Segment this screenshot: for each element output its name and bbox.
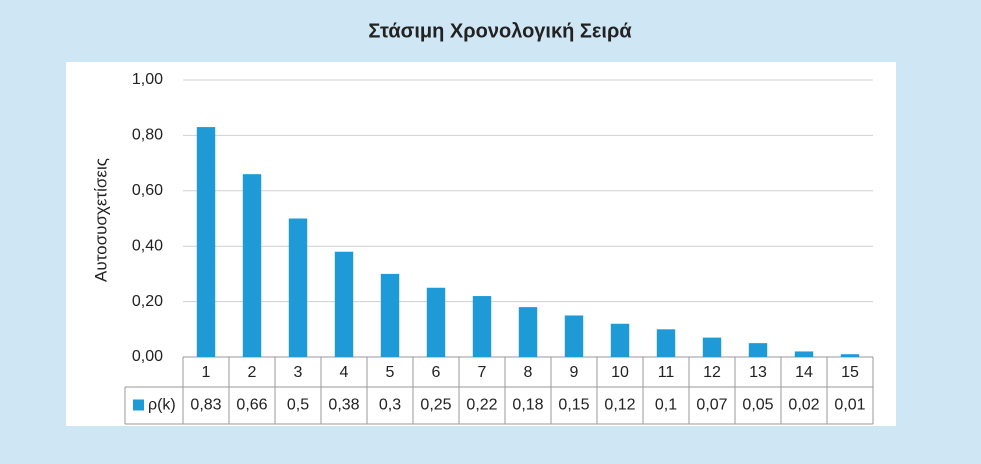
bar (242, 174, 262, 357)
data-table-value: 0,38 (328, 397, 359, 414)
x-tick-label: 14 (795, 364, 813, 381)
data-table-value: 0,15 (558, 397, 589, 414)
bar (748, 343, 768, 357)
bar (288, 218, 308, 357)
x-tick-label: 9 (570, 364, 579, 381)
legend-key (133, 399, 144, 411)
bar (564, 315, 584, 357)
x-tick-label: 7 (478, 364, 487, 381)
bar (472, 296, 492, 357)
x-tick-label: 5 (386, 364, 395, 381)
bar (380, 273, 400, 357)
y-tick-label: 0,00 (132, 348, 163, 365)
data-table-value: 0,25 (420, 397, 451, 414)
data-table-value: 0,12 (604, 397, 635, 414)
data-table-value: 0,01 (834, 397, 865, 414)
x-tick-label: 6 (432, 364, 441, 381)
y-tick-label: 0,80 (132, 127, 163, 144)
data-table-value: 0,02 (788, 397, 819, 414)
data-table-value: 0,05 (742, 397, 773, 414)
chart-title: Στάσιμη Χρονολογική Σειρά (368, 20, 632, 42)
data-table-value: 0,22 (466, 397, 497, 414)
x-tick-label: 11 (658, 364, 675, 381)
bar (426, 287, 446, 357)
data-table-value: 0,18 (512, 397, 543, 414)
x-tick-label: 10 (611, 364, 629, 381)
y-tick-label: 0,20 (132, 293, 163, 310)
bar (656, 329, 676, 357)
x-tick-label: 13 (749, 364, 767, 381)
bar (840, 354, 860, 357)
bar (702, 337, 722, 357)
bar (196, 127, 216, 357)
data-table-value: 0,3 (379, 397, 401, 414)
y-tick-label: 1,00 (132, 71, 163, 88)
x-tick-label: 15 (841, 364, 859, 381)
data-table-value: 0,83 (190, 397, 221, 414)
y-axis-label: Αυτοσυσχετίσεις (91, 158, 110, 282)
bar (610, 323, 630, 357)
bar (334, 251, 354, 357)
data-table-value: 0,66 (236, 397, 267, 414)
x-tick-label: 8 (524, 364, 533, 381)
bar (518, 307, 538, 357)
data-table-value: 0,5 (287, 397, 309, 414)
y-tick-label: 0,60 (132, 182, 163, 199)
x-tick-label: 4 (340, 364, 349, 381)
x-tick-label: 3 (294, 364, 303, 381)
data-table-value: 0,1 (655, 397, 677, 414)
data-table-value: 0,07 (696, 397, 727, 414)
bar (794, 351, 814, 357)
x-tick-label: 12 (703, 364, 721, 381)
y-tick-label: 0,40 (132, 237, 163, 254)
legend-label: ρ(k) (148, 397, 176, 414)
x-tick-label: 1 (202, 364, 211, 381)
x-tick-label: 2 (248, 364, 257, 381)
